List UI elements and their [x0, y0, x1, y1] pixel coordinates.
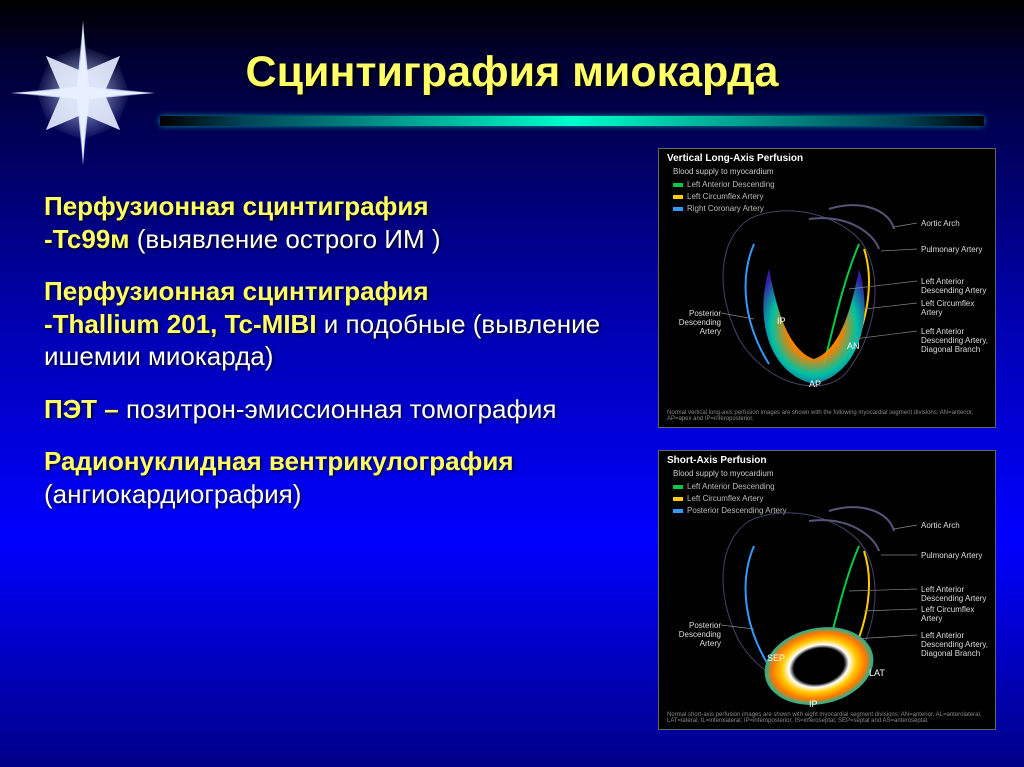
bullet-item: Перфузионная сцинтиграфия -Тс99м (выявле… [44, 190, 624, 255]
bullet-item: ПЭТ – позитрон-эмиссионная томография [44, 393, 624, 426]
anatomy-label: Left Anterior Descending Artery [921, 277, 993, 295]
svg-text:AN: AN [847, 341, 860, 351]
anatomy-label: Left Anterior Descending Artery [921, 585, 993, 603]
bullet-head: Перфузионная сцинтиграфия [44, 276, 429, 306]
svg-text:LAT: LAT [869, 668, 885, 678]
bullet-sub: -Thallium 201, Tc-MIBI [44, 309, 317, 339]
bullet-tail: позитрон-эмиссионная томография [126, 394, 556, 424]
bullet-sub: -Тс99м [44, 224, 130, 254]
anatomy-label: Left Circumflex Artery [921, 605, 993, 623]
bullet-head: Перфузионная сцинтиграфия [44, 191, 429, 221]
title-divider [160, 116, 984, 126]
svg-text:IP: IP [809, 699, 818, 709]
anatomy-label: Left Anterior Descending Artery, Diagona… [921, 327, 993, 354]
anatomy-label: Pulmonary Artery [921, 551, 993, 560]
anatomy-label: Left Anterior Descending Artery, Diagona… [921, 631, 993, 658]
bullet-tail: (ангиокардиография) [44, 479, 301, 509]
svg-text:SEP: SEP [767, 653, 785, 663]
bullet-tail: (выявление острого ИМ ) [130, 224, 441, 254]
bullet-head: ПЭТ – [44, 394, 126, 424]
svg-text:IP: IP [777, 316, 786, 326]
figure-short-axis: Short-Axis Perfusion Blood supply to myo… [658, 450, 996, 730]
bullet-list: Перфузионная сцинтиграфия -Тс99м (выявле… [44, 190, 624, 530]
anatomy-label: Pulmonary Artery [921, 245, 993, 254]
anatomy-label: Left Circumflex Artery [921, 299, 993, 317]
figure-column: Vertical Long-Axis Perfusion Blood suppl… [658, 148, 996, 730]
anatomy-label: Posterior Descending Artery [663, 621, 721, 648]
bullet-item: Перфузионная сцинтиграфия -Thallium 201,… [44, 275, 624, 373]
bullet-item: Радионуклидная вентрикулография (ангиока… [44, 445, 624, 510]
anatomy-label: Aortic Arch [921, 219, 993, 228]
svg-text:AP: AP [809, 379, 821, 389]
bullet-head: Радионуклидная вентрикулография [44, 446, 514, 476]
anatomy-label: Aortic Arch [921, 521, 993, 530]
slide-title: Сцинтиграфия миокарда [0, 48, 1024, 97]
anatomy-label: Posterior Descending Artery [663, 309, 721, 336]
figure-vertical-long-axis: Vertical Long-Axis Perfusion Blood suppl… [658, 148, 996, 428]
figure-footnote: Normal vertical long-axis perfusion imag… [667, 410, 987, 423]
figure-footnote: Normal short-axis perfusion images are s… [667, 712, 987, 725]
